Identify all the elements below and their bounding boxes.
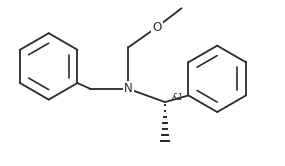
Text: &1: &1 — [172, 93, 184, 102]
Text: O: O — [152, 21, 161, 34]
Text: N: N — [124, 82, 133, 95]
